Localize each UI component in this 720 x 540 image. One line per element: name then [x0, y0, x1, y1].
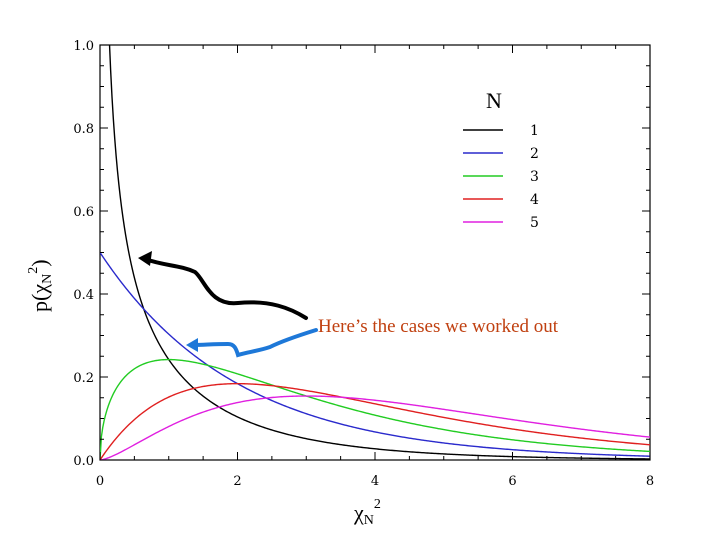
legend-label-3: 3 [530, 169, 539, 185]
annotation-arrow-black [143, 257, 308, 320]
series-line-2 [100, 252, 650, 457]
x-label-sup: 2 [374, 497, 381, 512]
y-tick-label: 0.0 [73, 454, 94, 469]
y-tick-label: 0.8 [73, 122, 94, 137]
series-line-5 [100, 395, 650, 460]
series-line-4 [100, 382, 650, 460]
x-tick-label: 8 [646, 474, 654, 489]
x-axis-label: χN2 [353, 497, 381, 528]
x-tick-label: 6 [508, 474, 516, 489]
legend-label-5: 5 [530, 215, 539, 231]
legend-label-1: 1 [530, 123, 539, 139]
x-tick-label: 2 [233, 474, 241, 489]
series-line-1 [108, 45, 650, 460]
y-tick-label: 0.6 [73, 205, 94, 220]
y-label-base: χ [27, 284, 52, 295]
y-label-pre: p( [27, 294, 52, 312]
legend-title: N [486, 88, 502, 113]
annotation-text: Here’s the cases we worked out [318, 316, 559, 337]
annotation-arrowhead-blue [186, 338, 198, 352]
y-tick-label: 0.4 [73, 288, 94, 303]
y-ticks: 0.0 0.2 0.4 0.6 0.8 1.0 [73, 39, 650, 469]
x-label-sub: N [364, 513, 374, 528]
y-tick-label: 0.2 [73, 371, 94, 386]
curves [100, 45, 650, 460]
x-tick-label: 4 [371, 474, 379, 489]
legend-label-4: 4 [530, 192, 539, 208]
series-line-3 [100, 358, 650, 460]
legend: 1 2 3 4 5 [463, 123, 539, 231]
x-ticks: 0 2 4 6 8 [96, 45, 654, 489]
legend-label-2: 2 [530, 146, 539, 162]
x-label-base: χ [353, 500, 364, 525]
y-label-post: ) [27, 259, 52, 266]
y-axis-label: p(χN2) [26, 259, 55, 312]
annotation-arrow-blue [191, 328, 318, 358]
x-tick-label: 0 [96, 474, 104, 489]
annotation-arrowhead-black [138, 251, 152, 266]
y-label-sup: 2 [26, 267, 41, 274]
y-tick-label: 1.0 [73, 39, 94, 54]
y-label-sub: N [40, 274, 55, 284]
plot-frame [99, 44, 651, 461]
